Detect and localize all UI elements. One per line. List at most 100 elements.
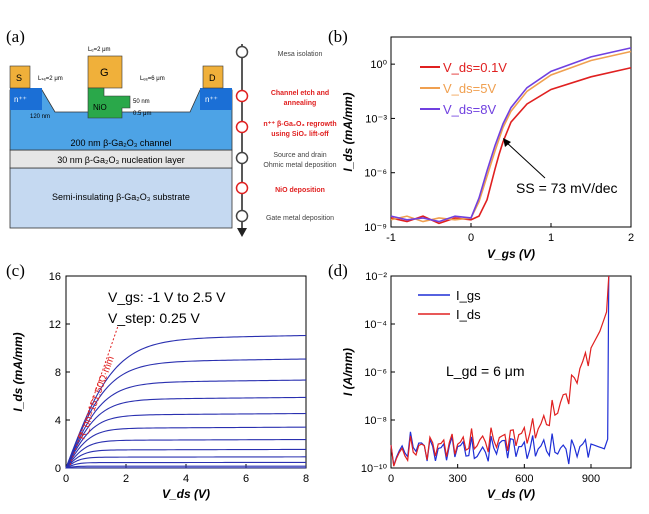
process-flow: Mesa isolation Channel etch and annealing n…: [235, 44, 337, 237]
process-step-2-line-1: Channel etch and: [271, 90, 329, 97]
b-ytick-label: 10⁰: [370, 59, 387, 71]
nplus-right-label: n⁺⁺: [205, 95, 218, 104]
process-step-5-line-1: NiO deposition: [275, 187, 325, 194]
panel-d-ylabel: I (A/mm): [341, 348, 355, 396]
output-curve-9: [65, 396, 307, 469]
c-ytick-label: 0: [55, 463, 61, 475]
series-v-ds-8v: [390, 47, 632, 223]
substrate-label: Semi-insulating β-Ga₂O₃ substrate: [52, 192, 190, 202]
channel-label: 200 nm β-Ga₂O₃ channel: [71, 138, 172, 148]
panel-d-xlabel: V_ds (V): [487, 487, 535, 501]
b-ytick-label: 10⁻⁶: [364, 168, 387, 180]
panel-b-chart: -1 0 1 2 10⁰ 10⁻³ 10⁻⁶ 10⁻⁹ V_gs (V) I_ds (mA/m…: [341, 36, 634, 261]
vstep-text: V_step: 0.25 V: [108, 310, 201, 326]
process-step-marker-4: [235, 151, 249, 165]
vgs-range-text: V_gs: -1 V to 2.5 V: [108, 289, 226, 305]
lgd-annotation: L_gd = 6 μm: [446, 363, 525, 379]
process-step-4-line-1: Source and drain: [273, 152, 326, 159]
c-ytick-label: 8: [55, 367, 61, 379]
legend-label-vds8: V_ds=8V: [443, 102, 496, 117]
panel-label-b: (b): [328, 27, 348, 46]
process-step-marker-3: [235, 120, 249, 134]
c-ytick-label: 12: [49, 319, 61, 331]
output-curve-11: [65, 358, 307, 469]
d-ytick-label: 10⁻¹⁰: [361, 463, 388, 475]
b-xtick-label: 0: [468, 232, 474, 244]
d-xtick-label: 300: [448, 473, 466, 485]
process-step-marker-5: [235, 181, 249, 195]
process-step-marker-1: [235, 45, 249, 59]
d-xtick-label: 900: [582, 473, 600, 485]
drain-contact: [202, 65, 224, 89]
lgd-label: Lₑₑ=6 μm: [140, 76, 165, 82]
process-step-6-line-1: Gate metal deposition: [266, 215, 334, 222]
b-xtick-label: 2: [628, 232, 634, 244]
process-step-3-line-1: n⁺⁺ β-Ga₂O₃ regrowth: [263, 121, 336, 128]
b-xtick-label: -1: [386, 232, 396, 244]
d-xtick-label: 600: [515, 473, 533, 485]
output-curve-2: [65, 465, 307, 469]
output-curve-4: [65, 456, 307, 469]
drain-label: D: [209, 73, 216, 83]
legend-label-vds5: V_ds=5V: [443, 81, 496, 96]
panel-b-legend: V_ds=0.1V V_ds=5V V_ds=8V: [420, 60, 507, 117]
c-xtick-label: 0: [63, 473, 69, 485]
d-ytick-label: 10⁻⁴: [364, 319, 387, 331]
nplus-left: [10, 88, 42, 110]
series-v-ds-5v: [390, 50, 632, 223]
ss-pointer: [505, 141, 546, 179]
substrate-layer: [9, 167, 233, 229]
b-xtick-label: 1: [548, 232, 554, 244]
legend-label-vds01: V_ds=0.1V: [443, 60, 507, 75]
process-step-1-line-1: Mesa isolation: [278, 51, 323, 58]
legend-label-ids: I_ds: [456, 307, 481, 322]
dim-50nm: 50 nm: [133, 99, 150, 105]
process-step-marker-6: [235, 209, 249, 223]
output-curve-7: [65, 426, 307, 469]
panel-c-ylabel: I_ds (mA/mm): [11, 332, 25, 411]
panel-b-xlabel: V_gs (V): [487, 247, 535, 261]
d-ytick-label: 10⁻²: [365, 271, 387, 283]
series-v-ds-0-1v: [390, 66, 632, 225]
process-step-2-line-2: annealing: [284, 100, 317, 107]
dim-120nm: 120 nm: [30, 114, 50, 120]
ss-arrowhead-icon: [503, 138, 511, 147]
ss-annotation: SS = 73 mV/dec: [516, 180, 618, 196]
series-i-ds: [390, 275, 610, 467]
gate-label: G: [100, 67, 109, 79]
panel-c-xlabel: V_ds (V): [162, 487, 210, 501]
c-xtick-label: 8: [303, 473, 309, 485]
ron-fit-line: [69, 325, 119, 466]
source-label: S: [16, 73, 22, 83]
d-ytick-label: 10⁻⁸: [364, 415, 387, 427]
panel-c-chart: 0 2 4 6 8 0 4 8 12 16 V_ds (V) I_ds (mA/mm) V_gs:…: [11, 271, 309, 501]
source-contact: [9, 65, 31, 89]
d-ytick-label: 10⁻⁶: [364, 367, 387, 379]
nplus-right: [200, 88, 232, 110]
panel-label-c: (c): [6, 261, 25, 280]
panel-label-a: (a): [6, 27, 25, 46]
panel-d-chart: 0 300 600 900 10⁻² 10⁻⁴ 10⁻⁶ 10⁻⁸ 10⁻¹⁰ V_ds (V)…: [341, 271, 632, 501]
nio-label: NiO: [93, 103, 107, 112]
c-xtick-label: 2: [123, 473, 129, 485]
panel-b-frame: [390, 36, 632, 228]
b-ytick-label: 10⁻³: [365, 113, 387, 125]
d-xtick-label: 0: [388, 473, 394, 485]
lg-label: Lₑ=2 μm: [88, 47, 111, 53]
process-step-4-line-2: Ohmic metal deposition: [263, 162, 336, 169]
nio-layer: [87, 87, 131, 119]
panel-b-ylabel: I_ds (mA/mm): [341, 92, 355, 171]
ron-label: R_on=151.50Ω·mm: [76, 355, 116, 441]
output-curve-8: [65, 412, 307, 469]
nucleation-label: 30 nm β-Ga₂O₃ nucleation layer: [57, 155, 184, 165]
panel-d-legend: I_gs I_ds: [418, 288, 481, 322]
output-curve-10: [65, 379, 307, 469]
process-arrow-icon: [237, 228, 247, 237]
lgs-label: Lₛₑ=2 μm: [38, 76, 63, 82]
c-xtick-label: 4: [183, 473, 189, 485]
c-ytick-label: 16: [49, 271, 61, 283]
legend-label-igs: I_gs: [456, 288, 481, 303]
process-step-marker-2: [235, 89, 249, 103]
output-curve-6: [65, 438, 307, 469]
device-schematic: S D G n⁺⁺ n⁺⁺ NiO Lₑ=2 μm Lₛₑ=2 μm Lₑₑ=6…: [9, 47, 233, 229]
